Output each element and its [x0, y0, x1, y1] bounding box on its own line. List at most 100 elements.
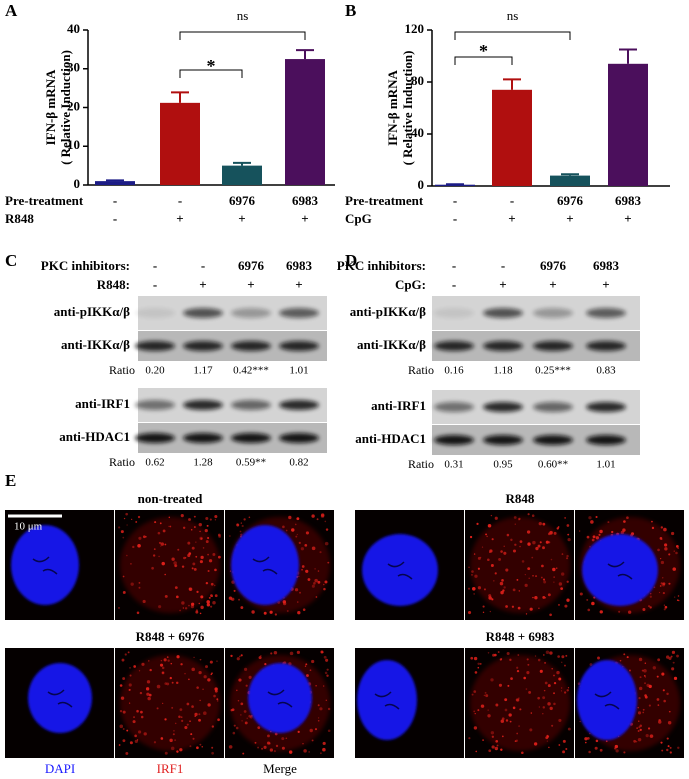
irf1-dot	[638, 726, 641, 729]
irf1-dot	[211, 746, 214, 749]
irf1-dot	[564, 664, 566, 667]
irf1-dot	[660, 558, 662, 560]
irf1-dot	[553, 581, 555, 583]
band-label: anti-pIKKα/β	[54, 304, 130, 319]
irf1-dot	[229, 570, 232, 572]
irf1-dot	[288, 515, 292, 520]
irf1-dot	[541, 564, 544, 568]
irf1-dot	[121, 658, 125, 662]
blot-band	[586, 308, 626, 318]
irf1-dot	[503, 545, 505, 547]
nucleus	[248, 663, 312, 733]
irf1-dot	[214, 568, 217, 572]
irf1-dot	[662, 689, 665, 692]
irf1-dot	[649, 606, 652, 609]
irf1-dot	[136, 709, 139, 713]
irf1-dot	[214, 594, 218, 598]
irf1-dot	[639, 686, 643, 691]
irf1-dot	[199, 658, 202, 661]
irf1-dot	[673, 596, 676, 598]
irf1-dot	[524, 574, 526, 576]
irf1-dot	[291, 528, 295, 532]
irf1-dot	[158, 541, 162, 544]
irf1-dot	[305, 531, 310, 535]
irf1-dot	[638, 720, 640, 722]
irf1-dot	[323, 655, 327, 659]
blot-band	[483, 402, 523, 412]
panel-letter: E	[5, 471, 16, 490]
irf1-dot	[199, 536, 203, 541]
irf1-dot	[534, 596, 538, 600]
irf1-dot	[630, 532, 635, 536]
irf1-dot	[514, 740, 517, 743]
irf1-dot	[138, 581, 141, 584]
irf1-dot	[532, 596, 534, 599]
irf1-dot	[677, 746, 680, 750]
irf1-dot	[205, 540, 209, 544]
irf1-dot	[516, 669, 520, 673]
row-value: 6976	[229, 193, 256, 208]
micrograph	[355, 648, 464, 758]
irf1-dot	[653, 586, 656, 589]
irf1-dot	[599, 610, 603, 614]
bar	[435, 184, 475, 186]
nucleus-detail	[252, 556, 278, 575]
irf1-dot	[202, 688, 204, 690]
bar	[222, 165, 262, 185]
irf1-dot	[236, 689, 238, 692]
irf1-dot	[587, 608, 591, 612]
irf1-dot	[476, 522, 479, 525]
irf1-dot	[208, 559, 213, 563]
irf1-dot	[230, 654, 233, 658]
irf1-dot	[515, 739, 519, 742]
irf1-dot	[210, 605, 213, 608]
bar	[285, 59, 325, 185]
irf1-dot	[512, 706, 516, 710]
irf1-dot	[171, 557, 175, 561]
irf1-dot	[519, 708, 522, 711]
irf1-dot	[158, 605, 162, 609]
irf1-dot	[294, 523, 297, 526]
y-axis-label: IFN-β mRNA	[385, 69, 400, 145]
irf1-dot	[660, 741, 663, 744]
irf1-dot	[128, 702, 131, 704]
ratio-value: 1.17	[193, 365, 213, 377]
irf1-dot	[553, 531, 557, 535]
panel-letter: C	[5, 251, 17, 270]
irf1-dot	[637, 711, 642, 715]
irf1-dot	[535, 546, 539, 551]
irf1-dot	[664, 543, 668, 547]
irf1-dot	[169, 525, 172, 528]
irf1-dot	[504, 708, 508, 712]
nucleus	[231, 525, 299, 605]
irf1-dot	[311, 584, 315, 588]
irf1-dot	[212, 600, 216, 605]
irf1-dot	[239, 655, 241, 658]
irf1-dot	[186, 702, 190, 706]
blot-band	[483, 341, 523, 351]
irf1-dot	[558, 582, 563, 586]
irf1-dot	[633, 739, 637, 743]
irf1-dot	[211, 725, 215, 728]
irf1-dot	[129, 741, 133, 745]
irf1-dot	[645, 734, 649, 738]
blot-band	[183, 308, 223, 318]
blot-band	[533, 308, 573, 318]
irf1-dot	[192, 737, 195, 740]
irf1-dot	[281, 737, 285, 741]
irf1-dot	[130, 582, 134, 586]
irf1-dot	[148, 693, 152, 697]
irf1-dot	[483, 694, 486, 697]
irf1-dot	[120, 530, 124, 534]
irf1-dot	[648, 684, 652, 689]
irf1-dot	[164, 594, 168, 598]
irf1-dot	[210, 582, 214, 586]
irf1-dot	[301, 568, 303, 571]
irf1-dot	[553, 576, 555, 578]
irf1-dot	[206, 603, 211, 607]
irf1-dot	[490, 731, 495, 735]
irf1-dot	[237, 700, 240, 702]
irf1-dot	[516, 732, 519, 735]
irf1-dot	[179, 708, 183, 712]
ratio-value: 0.83	[596, 365, 616, 377]
